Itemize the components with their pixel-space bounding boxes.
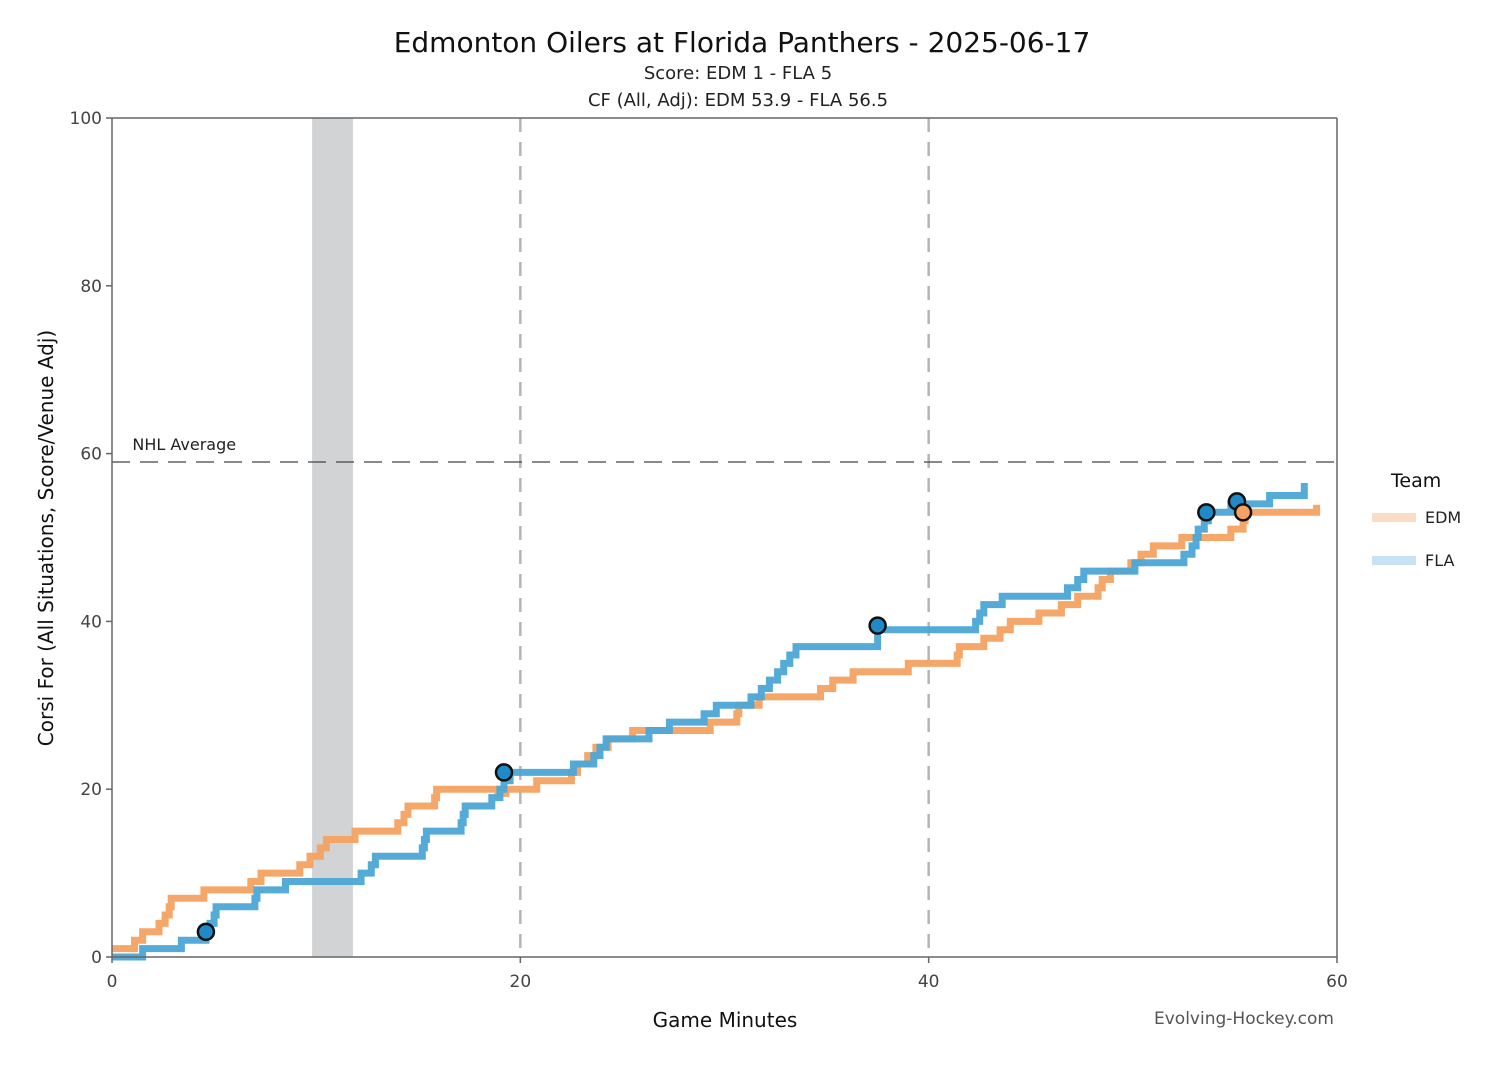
x-tick-label: 60 [1326,972,1348,992]
goal-marker-edm [1233,503,1253,522]
y-axis-label: Corsi For (All Situations, Score/Venue A… [34,330,58,746]
x-tick-label: 40 [918,972,940,992]
shaded-interval [312,118,353,957]
x-tick-label: 20 [510,972,532,992]
chart-subtitle-score: Score: EDM 1 - FLA 5 [644,63,832,84]
plot-area: NHL Average 0 20 40 60 0 20 40 60 80 100 [70,109,1348,992]
legend-label-fla: FLA [1425,551,1454,570]
legend-swatch-edm [1372,513,1416,522]
x-axis-label: Game Minutes [653,1008,798,1032]
chart-title: Edmonton Oilers at Florida Panthers - 20… [394,26,1091,59]
watermark: Evolving-Hockey.com [1154,1009,1334,1029]
chart-subtitle-cf: CF (All, Adj): EDM 53.9 - FLA 56.5 [588,90,888,111]
goal-marker-fla [494,763,514,782]
goal-marker-fla [196,922,216,942]
y-tick-label: 100 [70,109,102,129]
y-tick-label: 80 [80,277,102,297]
nhl-average-label: NHL Average [132,435,236,454]
y-tick-label: 20 [80,780,102,800]
goal-marker-fla [1197,503,1216,522]
legend-label-edm: EDM [1425,508,1461,527]
legend: Team EDM FLA [1372,470,1461,570]
goal-marker-fla [868,616,887,635]
series-line-fla [112,483,1308,961]
legend-title: Team [1390,470,1441,492]
legend-swatch-fla [1372,556,1416,565]
y-tick-label: 60 [80,445,102,465]
y-tick-label: 40 [80,612,102,632]
x-tick-label: 0 [107,972,118,992]
y-tick-label: 0 [91,948,102,968]
